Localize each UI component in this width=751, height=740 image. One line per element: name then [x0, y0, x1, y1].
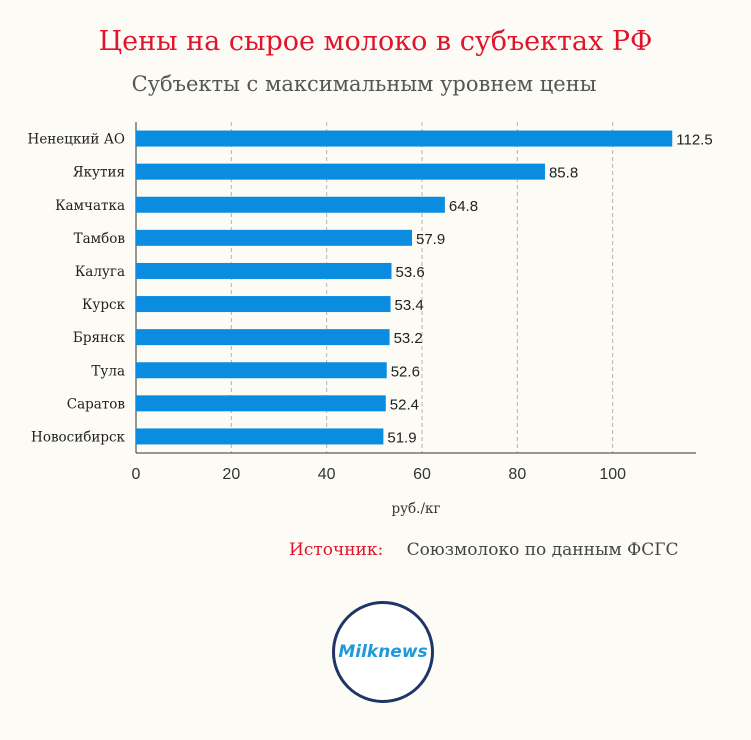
x-axis-title: руб./кг	[391, 501, 440, 517]
category-label: Тула	[91, 363, 125, 379]
category-label: Курск	[82, 297, 126, 313]
chart-title: Цены на сырое молоко в субъектах РФ	[98, 26, 653, 57]
data-label: 53.4	[395, 297, 424, 314]
data-label: 85.8	[549, 165, 578, 182]
category-label: Новосибирск	[31, 429, 126, 445]
bar	[136, 262, 392, 279]
x-tick-label: 100	[599, 466, 626, 483]
milknews-logo: Milknews	[332, 601, 434, 703]
bar	[136, 362, 387, 379]
bar	[136, 329, 390, 346]
data-label: 57.9	[416, 231, 445, 248]
bar	[136, 130, 673, 147]
x-tick-label: 60	[413, 466, 431, 483]
source-text: Союзмолоко по данным ФСГС	[406, 540, 679, 560]
bar	[136, 296, 391, 313]
data-label: 53.2	[394, 330, 423, 347]
logo-text: Milknews	[338, 642, 428, 662]
bar	[136, 196, 445, 213]
category-label: Саратов	[67, 396, 126, 412]
data-label: 51.9	[387, 429, 416, 446]
bar	[136, 428, 384, 445]
source-label: Источник:	[289, 540, 384, 560]
bar	[136, 395, 386, 412]
category-label: Якутия	[73, 165, 125, 181]
x-tick-label: 40	[318, 466, 336, 483]
category-label: Тамбов	[74, 231, 126, 247]
data-label: 64.8	[449, 198, 478, 215]
category-label: Камчатка	[55, 198, 125, 214]
bar-chart: Ненецкий АО 112.5 Якутия 85.8 Камчатка 64.8 Та…	[28, 122, 713, 517]
chart-subtitle: Субъекты с максимальным уровнем цены	[131, 72, 597, 96]
category-label: Брянск	[73, 330, 126, 346]
category-label: Калуга	[75, 264, 125, 280]
data-label: 52.6	[391, 363, 420, 380]
x-tick-label: 20	[222, 466, 240, 483]
bar	[136, 163, 545, 180]
source-line: Источник: Союзмолоко по данным ФСГС	[289, 540, 679, 560]
x-tick-label: 80	[508, 466, 526, 483]
data-label: 112.5	[676, 132, 712, 149]
x-tick-label: 0	[132, 466, 141, 483]
data-label: 53.6	[395, 264, 424, 281]
category-label: Ненецкий АО	[28, 132, 125, 148]
data-label: 52.4	[390, 396, 419, 413]
bar	[136, 229, 412, 246]
